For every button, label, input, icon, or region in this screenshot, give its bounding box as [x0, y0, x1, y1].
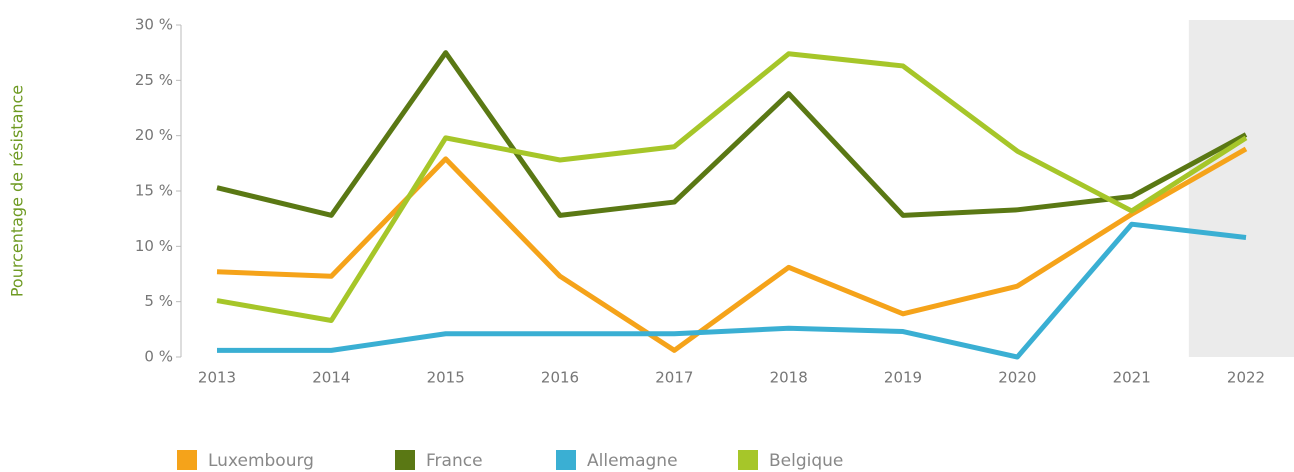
legend-swatch — [738, 450, 758, 470]
legend-label: France — [426, 451, 483, 471]
x-tick-label: 2018 — [770, 369, 808, 387]
legend-label: Luxembourg — [208, 451, 314, 471]
y-tick-label: 0 % — [144, 348, 173, 366]
x-tick-label: 2019 — [884, 369, 922, 387]
series-line — [217, 221, 1247, 360]
x-tick-label: 2013 — [198, 369, 236, 387]
series-line — [216, 51, 1248, 323]
y-tick-label: 10 % — [135, 237, 173, 255]
x-tick-label: 2017 — [655, 369, 693, 387]
legend-swatch — [556, 450, 576, 470]
y-tick-label: 25 % — [135, 71, 173, 89]
series-line — [216, 50, 1248, 218]
y-tick-label: 30 % — [135, 16, 173, 34]
highlight-band — [1188, 20, 1294, 357]
y-tick-label: 5 % — [144, 292, 173, 310]
y-tick-label: 15 % — [135, 182, 173, 200]
legend-swatch — [395, 450, 415, 470]
legend-swatch — [177, 450, 197, 470]
y-axis-label: Pourcentage de résistance — [8, 85, 27, 297]
x-tick-label: 2022 — [1227, 369, 1265, 387]
x-tick-label: 2015 — [427, 369, 465, 387]
x-tick-label: 2020 — [998, 369, 1036, 387]
legend-label: Belgique — [769, 451, 843, 471]
x-tick-label: 2016 — [541, 369, 579, 387]
y-tick-label: 20 % — [135, 126, 173, 144]
legend-label: Allemagne — [587, 451, 678, 471]
x-tick-label: 2014 — [312, 369, 350, 387]
x-tick-label: 2021 — [1113, 369, 1151, 387]
series-line — [216, 146, 1248, 353]
